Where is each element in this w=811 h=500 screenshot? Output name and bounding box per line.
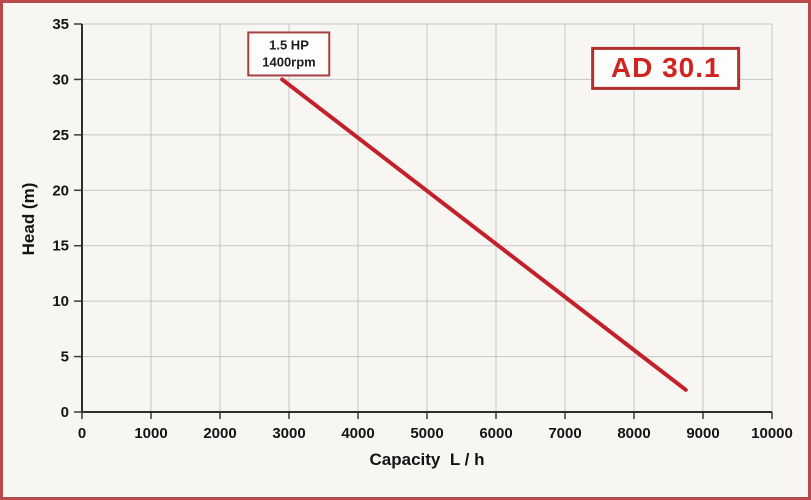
x-tick-label: 7000 — [548, 425, 581, 442]
x-axis-title: Capacity L / h — [369, 450, 485, 469]
model-label-line: AD 30.1 — [610, 52, 721, 84]
y-tick-label: 0 — [61, 404, 69, 421]
model-label: AD 30.1 — [590, 47, 741, 90]
y-tick-label: 15 — [52, 238, 69, 255]
y-tick-label: 10 — [52, 293, 69, 310]
x-tick-label: 6000 — [479, 425, 512, 442]
y-tick-label: 30 — [52, 71, 69, 88]
x-tick-label: 1000 — [134, 425, 167, 442]
x-tick-label: 3000 — [272, 425, 305, 442]
pump-spec-label-line: 1400rpm — [262, 54, 316, 70]
y-tick-label: 5 — [61, 349, 69, 366]
y-tick-label: 35 — [52, 16, 69, 33]
x-tick-label: 5000 — [410, 425, 443, 442]
pump-spec-label: 1.5 HP 1400rpm — [247, 31, 331, 77]
x-tick-label: 9000 — [686, 425, 719, 442]
y-tick-label: 25 — [52, 127, 69, 144]
x-tick-label: 2000 — [203, 425, 236, 442]
pump-curve-line — [280, 77, 688, 392]
x-tick-label: 8000 — [617, 425, 650, 442]
x-tick-label: 4000 — [341, 425, 374, 442]
y-tick-label: 20 — [52, 182, 69, 199]
chart-svg: 0 1000 2000 3000 4000 5000 6000 7000 8000 9000 100… — [52, 16, 793, 442]
pump-spec-label-line: 1.5 HP — [269, 37, 309, 53]
y-axis-title: Head (m) — [19, 182, 38, 256]
x-tick-label: 10000 — [751, 425, 793, 442]
x-tick-label: 0 — [78, 425, 86, 442]
